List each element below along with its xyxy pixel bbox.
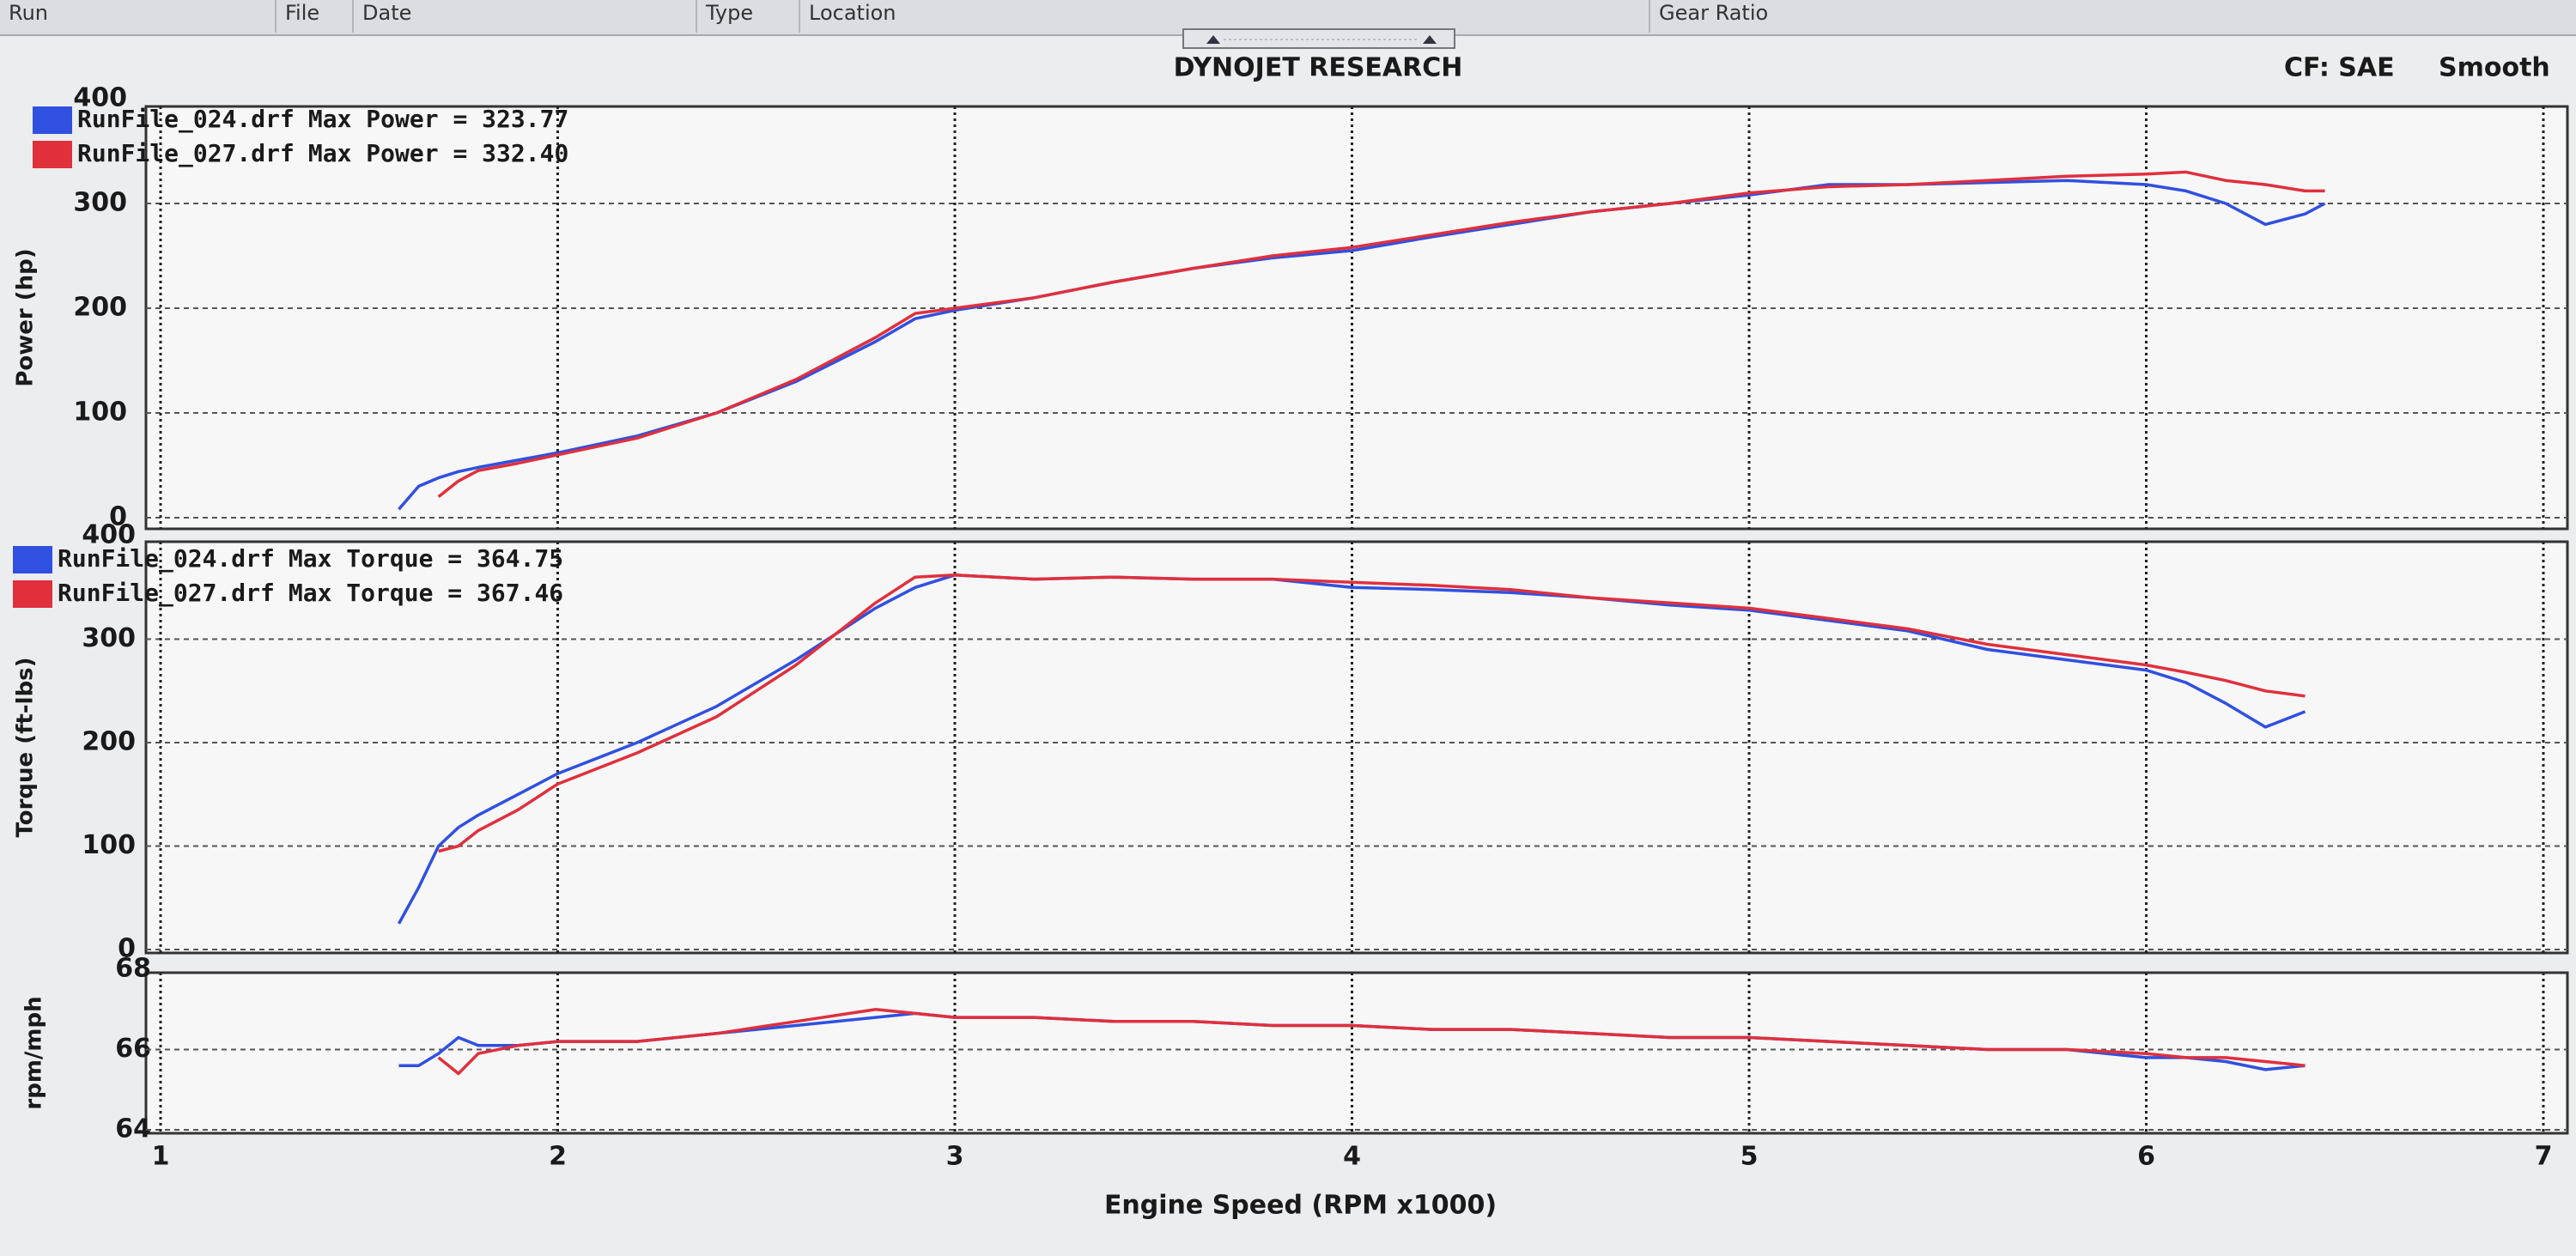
legend-label: RunFile_024.drf Max Power = 323.77 xyxy=(77,105,568,133)
header-cell[interactable]: Gear Ratio xyxy=(1649,0,1803,33)
header-cell: Run xyxy=(9,1,49,25)
y-tick-label: 300 xyxy=(82,623,136,653)
legend-label: RunFile_024.drf Max Torque = 364.75 xyxy=(58,544,563,573)
legend-name: RunFile_024.drf xyxy=(77,105,295,133)
legend-label: RunFile_027.drf Max Power = 332.40 xyxy=(77,139,568,167)
x-tick-label: 6 xyxy=(2137,1142,2155,1172)
legend-label: RunFile_027.drf Max Torque = 367.46 xyxy=(58,579,563,607)
x-tick-label: 7 xyxy=(2535,1142,2553,1172)
y-tick-label: 100 xyxy=(82,830,136,860)
y-tick-label: 200 xyxy=(82,727,136,757)
x-tick-label: 1 xyxy=(152,1142,170,1172)
series-line xyxy=(398,179,2326,511)
series-line xyxy=(437,1008,2306,1076)
y-tick-label: 200 xyxy=(73,293,127,323)
y-tick-label: 68 xyxy=(115,954,151,984)
y-axis-title: Torque (ft-lbs) xyxy=(13,657,39,837)
setting-label: CF: SAE xyxy=(2284,53,2395,83)
legend-name: RunFile_027.drf xyxy=(58,579,275,607)
legend-annotation: Max Power = 323.77 xyxy=(308,105,568,133)
plot-frame xyxy=(144,971,2569,1135)
y-tick-label: 100 xyxy=(73,397,127,428)
legend-annotation: Max Torque = 364.75 xyxy=(289,544,563,573)
header-cell[interactable]: Location xyxy=(799,0,1649,33)
legend-swatch xyxy=(33,106,72,134)
legend-name: RunFile_024.drf xyxy=(58,544,275,573)
y-tick-label: 0 xyxy=(118,934,136,964)
y-tick-label: 66 xyxy=(115,1034,151,1064)
y-tick-label: 400 xyxy=(82,520,136,550)
header-cell[interactable]: File xyxy=(275,0,352,33)
setting-label: Smooth xyxy=(2439,53,2550,83)
series-line xyxy=(437,170,2325,498)
x-tick-label: 4 xyxy=(1343,1142,1361,1172)
y-tick-label: 64 xyxy=(115,1114,151,1144)
legend-annotation: Max Power = 332.40 xyxy=(308,139,568,167)
legend-swatch xyxy=(33,141,72,168)
legend-swatch xyxy=(13,546,52,573)
plot-frame xyxy=(144,105,2569,531)
scroll-control[interactable] xyxy=(1182,28,1455,49)
plot-frame xyxy=(144,540,2569,955)
y-axis-title: Power (hp) xyxy=(13,248,39,386)
legend-swatch xyxy=(13,580,52,608)
legend-name: RunFile_027.drf xyxy=(77,139,295,167)
header-cell[interactable]: Type xyxy=(696,0,799,33)
y-tick-label: 0 xyxy=(109,502,127,532)
y-axis-title: rpm/mph xyxy=(21,996,47,1109)
x-tick-label: 5 xyxy=(1741,1142,1759,1172)
legend-annotation: Max Torque = 367.46 xyxy=(289,579,563,607)
x-axis-title: Engine Speed (RPM x1000) xyxy=(1104,1191,1497,1221)
x-tick-label: 3 xyxy=(946,1142,964,1172)
header-cell[interactable]: Date xyxy=(352,0,696,33)
y-tick-label: 300 xyxy=(73,188,127,218)
chart-title: DYNOJET RESEARCH xyxy=(1174,53,1463,83)
x-tick-label: 2 xyxy=(549,1142,567,1172)
y-tick-label: 400 xyxy=(73,83,127,113)
series-line xyxy=(438,573,2306,853)
